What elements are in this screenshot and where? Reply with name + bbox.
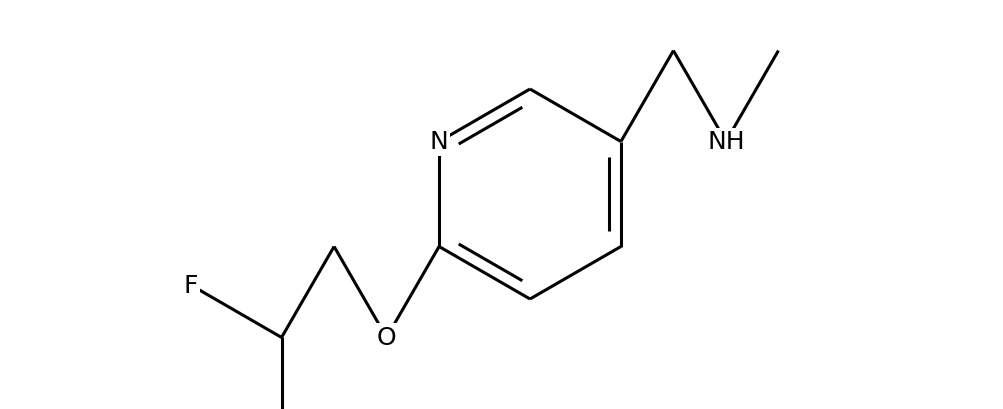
Text: N: N — [429, 130, 448, 154]
Text: F: F — [184, 273, 198, 297]
Text: O: O — [376, 326, 396, 350]
Text: NH: NH — [706, 130, 744, 154]
